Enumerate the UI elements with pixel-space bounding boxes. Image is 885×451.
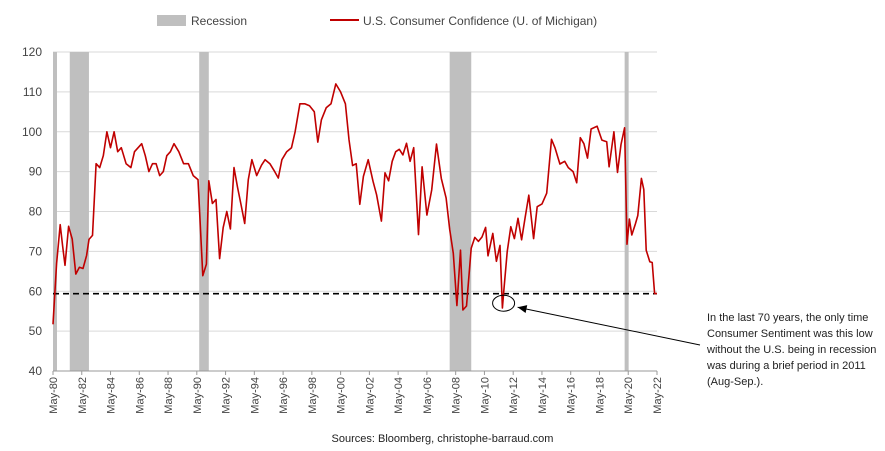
x-tick-label: May-92 xyxy=(221,377,233,414)
y-tick-label: 120 xyxy=(22,45,42,59)
x-tick-label: May-06 xyxy=(422,377,434,414)
y-tick-label: 100 xyxy=(22,125,42,139)
x-tick-label: May-90 xyxy=(192,377,204,414)
x-tick-label: May-98 xyxy=(307,377,319,414)
x-tick-label: May-12 xyxy=(508,377,520,414)
x-tick-label: May-08 xyxy=(451,377,463,414)
x-tick-label: May-04 xyxy=(393,377,405,414)
x-tick-label: May-94 xyxy=(249,377,261,414)
x-tick-label: May-02 xyxy=(364,377,376,414)
recession-band xyxy=(53,52,57,371)
x-tick-label: May-22 xyxy=(652,377,664,414)
x-tick-label: May-18 xyxy=(594,377,606,414)
annotation-text: In the last 70 years, the only time Cons… xyxy=(707,312,877,388)
x-tick-label: May-84 xyxy=(106,377,118,414)
y-tick-label: 70 xyxy=(29,244,43,258)
x-tick-label: May-14 xyxy=(537,377,549,414)
y-tick-label: 60 xyxy=(29,284,43,298)
series-lines xyxy=(52,83,657,325)
x-tick-label: May-16 xyxy=(566,377,578,414)
annotation-circle xyxy=(492,294,516,312)
legend: Recession U.S. Consumer Confidence (U. o… xyxy=(157,14,597,28)
source-note: Sources: Bloomberg, christophe-barraud.c… xyxy=(331,433,554,445)
y-tick-label: 110 xyxy=(23,85,42,99)
annotation-arrow-line xyxy=(517,306,701,346)
x-tick-label: May-80 xyxy=(48,377,60,414)
y-tick-label: 50 xyxy=(29,324,43,338)
y-tick-label: 80 xyxy=(29,205,43,219)
x-tick-label: May-20 xyxy=(623,377,635,414)
y-tick-label: 40 xyxy=(29,364,43,378)
legend-series-label: U.S. Consumer Confidence (U. of Michigan… xyxy=(363,14,597,28)
x-tick-label: May-88 xyxy=(163,377,175,414)
x-axis: May-80 May-82 May-84 May-86 May-88 May-90 May-… xyxy=(48,370,664,414)
x-tick-label: May-86 xyxy=(134,377,146,414)
annotation-arrow-head xyxy=(517,305,528,313)
x-tick-label: May-96 xyxy=(278,377,290,414)
series-line-consumer-confidence xyxy=(52,83,657,325)
y-axis: 40 50 60 70 80 90 100 110 120 xyxy=(22,45,42,378)
recession-band xyxy=(449,52,472,371)
legend-recession-swatch xyxy=(157,15,186,26)
x-tick-label: May-82 xyxy=(77,377,89,414)
y-tick-label: 90 xyxy=(29,165,43,179)
recession-band xyxy=(69,52,89,371)
legend-recession-label: Recession xyxy=(191,14,247,28)
x-tick-label: May-00 xyxy=(336,377,348,414)
annotation-marks xyxy=(492,294,701,346)
recession-band xyxy=(199,52,209,371)
x-tick-label: May-10 xyxy=(479,377,491,414)
grid-lines xyxy=(53,51,657,332)
